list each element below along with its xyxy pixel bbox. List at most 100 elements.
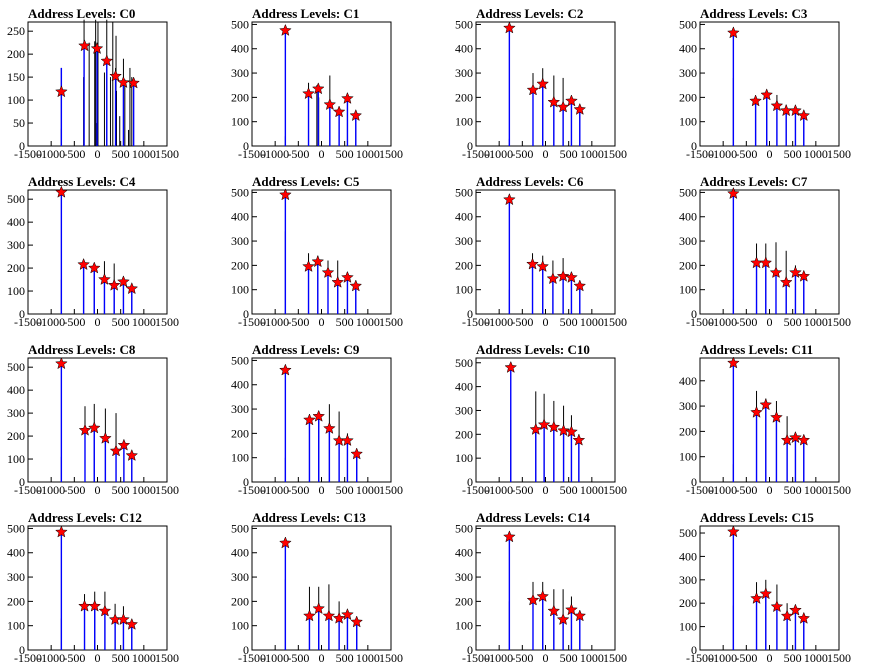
plot-frame — [699, 189, 840, 315]
y-tick-label: 400 — [231, 546, 249, 560]
x-tick-label: 1500 — [827, 147, 851, 161]
y-tick-label: 0 — [467, 139, 473, 153]
x-tick-label: 500 — [560, 483, 578, 497]
peak-marker-star — [98, 272, 111, 285]
x-tick-label: -500 — [511, 651, 533, 665]
x-tick-label: 1500 — [155, 315, 179, 329]
y-tick-label: 300 — [679, 573, 697, 587]
peak-marker-star — [789, 603, 802, 616]
peak-marker-star — [572, 433, 586, 446]
x-tick-label: 0 — [543, 147, 549, 161]
peak-marker-star — [503, 193, 516, 206]
x-tick-label: 0 — [543, 483, 549, 497]
x-tick-label: -1500 — [462, 651, 490, 665]
y-tick-label: 0 — [691, 475, 697, 489]
chart-title: Address Levels: C12 — [28, 510, 142, 525]
peak-marker-star — [789, 266, 802, 279]
y-tick-label: 100 — [231, 451, 249, 465]
plot-frame — [475, 525, 616, 651]
peak-marker-star — [117, 275, 130, 288]
y-tick-label: 0 — [691, 643, 697, 657]
peak-marker-star — [547, 604, 561, 617]
x-tick-label: -1500 — [462, 147, 490, 161]
x-tick-label: -1500 — [462, 315, 490, 329]
x-tick-label: 500 — [784, 147, 802, 161]
x-tick-label: 1000 — [804, 147, 828, 161]
y-tick-label: 0 — [19, 139, 25, 153]
x-tick-label: 0 — [95, 315, 101, 329]
peak-marker-star — [302, 87, 315, 100]
plot-frame — [251, 525, 392, 651]
chart-panel-15: Address Levels: C15 0 100 200 300 400 500 -1500… — [679, 510, 851, 665]
x-tick-label: 1000 — [804, 315, 828, 329]
y-tick-label: 300 — [679, 66, 697, 80]
x-tick-label: 0 — [767, 315, 773, 329]
y-tick-label: 0 — [243, 643, 249, 657]
x-tick-label: -1500 — [238, 147, 266, 161]
chart-panel-0: Address Levels: C0 0 50 100 150 200 250 -1500-1… — [7, 6, 179, 161]
peak-marker-star — [536, 77, 550, 90]
y-tick-label: 400 — [679, 549, 697, 563]
peak-marker-star — [546, 272, 560, 285]
peak-marker-star — [88, 599, 102, 612]
y-tick-label: 0 — [19, 307, 25, 321]
peak-marker-star — [55, 185, 68, 198]
y-tick-label: 100 — [7, 93, 25, 107]
x-tick-label: -1500 — [238, 651, 266, 665]
x-tick-label: -1000 — [485, 651, 513, 665]
y-tick-label: 100 — [679, 283, 697, 297]
y-tick-label: 250 — [7, 24, 25, 38]
chart-panel-14: Address Levels: C14 0 100 200 300 400 500 -1500… — [455, 510, 627, 665]
x-tick-label: 500 — [784, 483, 802, 497]
peak-marker-star — [312, 602, 326, 615]
x-tick-label: -1000 — [709, 147, 737, 161]
x-tick-label: -500 — [63, 147, 85, 161]
peak-marker-star — [323, 421, 336, 434]
y-tick-label: 400 — [455, 546, 473, 560]
y-tick-label: 100 — [455, 451, 473, 465]
chart-panel-10: Address Levels: C10 0 100 200 300 400 500 -1500… — [455, 342, 627, 497]
x-tick-label: -1000 — [37, 651, 65, 665]
x-tick-label: 1000 — [580, 315, 604, 329]
plot-frame — [27, 357, 168, 483]
peak-marker-star — [125, 448, 139, 461]
y-tick-label: 200 — [455, 258, 473, 272]
chart-panel-4: Address Levels: C40100200300400500-1500-… — [7, 174, 179, 329]
x-tick-label: 0 — [767, 147, 773, 161]
peak-marker-star — [312, 409, 326, 422]
plot-frame — [27, 189, 168, 315]
y-tick-label: 100 — [7, 619, 25, 633]
x-tick-label: 1500 — [379, 483, 403, 497]
y-tick-label: 300 — [455, 570, 473, 584]
peak-marker-star — [332, 105, 346, 118]
x-tick-label: 500 — [336, 651, 354, 665]
peak-marker-star — [332, 611, 346, 624]
y-tick-label: 100 — [231, 115, 249, 129]
y-tick-label: 150 — [7, 70, 25, 84]
x-tick-label: 1000 — [132, 315, 156, 329]
x-tick-label: 1000 — [580, 147, 604, 161]
x-tick-label: -500 — [735, 315, 757, 329]
x-tick-label: 500 — [336, 147, 354, 161]
y-tick-label: 0 — [467, 475, 473, 489]
y-tick-label: 400 — [7, 546, 25, 560]
peak-marker-star — [78, 423, 92, 436]
peak-marker-star — [770, 600, 784, 613]
peak-marker-star — [109, 69, 122, 82]
y-tick-label: 400 — [679, 210, 697, 224]
peak-marker-star — [321, 266, 335, 279]
peak-marker-star — [727, 356, 740, 369]
chart-title: Address Levels: C2 — [476, 6, 583, 21]
x-tick-label: -1500 — [14, 315, 42, 329]
peak-marker-star — [55, 357, 68, 370]
peak-marker-star — [556, 269, 570, 282]
x-tick-label: -500 — [287, 315, 309, 329]
x-tick-label: 0 — [767, 483, 773, 497]
peak-marker-star — [77, 257, 90, 271]
y-tick-label: 300 — [455, 403, 473, 417]
chart-panel-6: Address Levels: C60100200300400500-1500-… — [455, 174, 627, 329]
peak-marker-star — [573, 279, 587, 292]
y-tick-label: 500 — [231, 353, 249, 367]
peak-marker-star — [770, 410, 783, 423]
x-tick-label: 500 — [784, 315, 802, 329]
